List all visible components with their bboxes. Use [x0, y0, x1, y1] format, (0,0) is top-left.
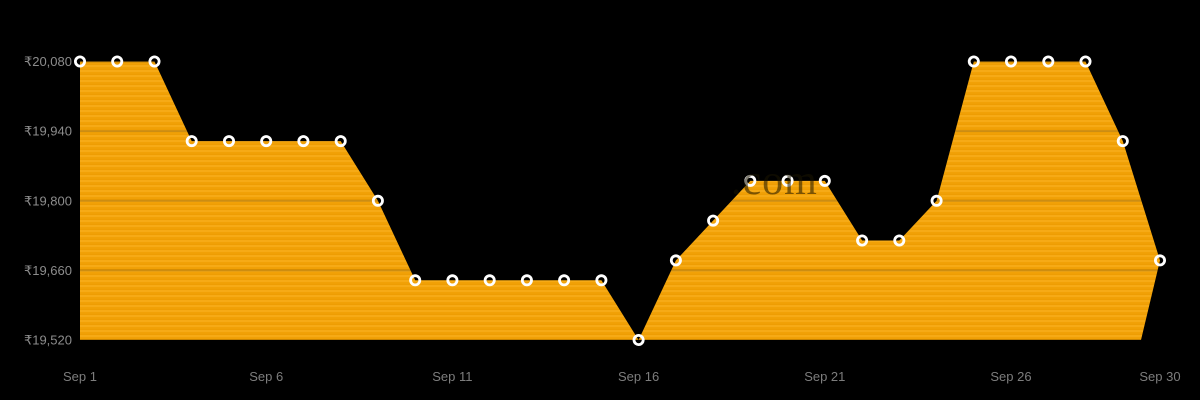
data-point-marker[interactable]	[1005, 55, 1018, 68]
y-axis-tick-label: ₹20,080	[24, 54, 72, 69]
data-point-marker[interactable]	[632, 333, 645, 346]
area-series	[80, 61, 1160, 340]
data-point-marker[interactable]	[744, 174, 757, 187]
data-point-marker[interactable]	[893, 234, 906, 247]
x-axis-tick-label: Sep 11	[432, 369, 472, 384]
data-point-marker[interactable]	[409, 274, 422, 287]
data-point-marker[interactable]	[707, 214, 720, 227]
data-point-marker[interactable]	[446, 274, 459, 287]
data-point-marker[interactable]	[74, 55, 87, 68]
x-axis-tick-label: Sep 21	[804, 369, 845, 384]
data-point-marker[interactable]	[185, 135, 198, 148]
data-point-marker[interactable]	[781, 174, 794, 187]
data-point-marker[interactable]	[260, 135, 273, 148]
data-point-marker[interactable]	[1154, 254, 1167, 267]
data-point-marker[interactable]	[669, 254, 682, 267]
x-axis-tick-label: Sep 26	[990, 369, 1031, 384]
data-point-marker[interactable]	[967, 55, 980, 68]
data-point-marker[interactable]	[483, 274, 496, 287]
data-point-marker[interactable]	[148, 55, 161, 68]
data-point-marker[interactable]	[297, 135, 310, 148]
data-point-marker[interactable]	[558, 274, 571, 287]
x-axis-tick-label: Sep 30	[1139, 369, 1180, 384]
y-axis-tick-label: ₹19,940	[24, 124, 72, 139]
data-point-marker[interactable]	[1116, 135, 1129, 148]
data-point-marker[interactable]	[595, 274, 608, 287]
data-point-marker[interactable]	[1079, 55, 1092, 68]
data-point-marker[interactable]	[334, 135, 347, 148]
x-axis-tick-label: Sep 16	[618, 369, 659, 384]
x-axis-tick-label: Sep 6	[249, 369, 283, 384]
data-point-marker[interactable]	[111, 55, 124, 68]
y-axis-tick-label: ₹19,520	[24, 333, 72, 348]
data-point-marker[interactable]	[371, 194, 384, 207]
data-point-marker[interactable]	[222, 135, 235, 148]
data-point-marker[interactable]	[818, 174, 831, 187]
data-point-marker[interactable]	[856, 234, 869, 247]
data-point-marker[interactable]	[930, 194, 943, 207]
data-point-marker[interactable]	[1042, 55, 1055, 68]
x-axis-tick-label: Sep 1	[63, 369, 97, 384]
data-point-marker[interactable]	[520, 274, 533, 287]
y-axis-tick-label: ₹19,660	[24, 263, 72, 278]
y-axis-tick-label: ₹19,800	[24, 193, 72, 208]
